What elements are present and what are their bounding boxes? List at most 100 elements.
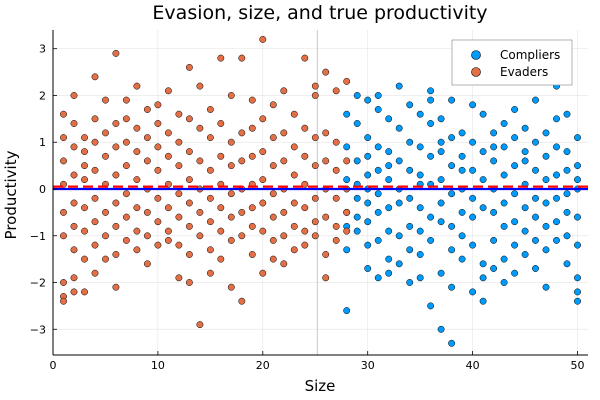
horizontal-reference-lines [53,185,588,191]
point-compliers [353,120,361,127]
point-evaders [290,171,298,179]
point-compliers [469,241,477,249]
point-compliers [574,288,581,296]
point-evaders [164,227,172,235]
point-evaders [133,176,141,184]
point-compliers [542,222,550,230]
point-compliers [532,265,539,272]
point-evaders [143,157,151,165]
point-compliers [511,241,519,249]
point-compliers [553,115,560,123]
point-evaders [332,87,340,95]
point-evaders [269,213,277,221]
point-evaders [91,166,99,174]
point-compliers [479,110,487,118]
point-compliers [448,339,456,347]
point-compliers [343,246,351,254]
point-evaders [133,204,141,212]
point-evaders [280,87,288,95]
x-tick-label: 40 [466,359,480,372]
point-compliers [353,194,361,202]
point-compliers [553,143,560,151]
point-compliers [427,302,435,310]
point-evaders [81,176,88,184]
x-tick-label: 0 [50,359,57,372]
point-evaders [196,124,204,132]
point-evaders [81,255,88,263]
point-evaders [217,120,225,127]
point-compliers [416,274,424,282]
point-evaders [175,138,183,146]
point-compliers [364,265,372,272]
point-evaders [238,297,246,305]
point-compliers [521,124,529,132]
point-compliers [532,213,539,221]
point-evaders [311,92,319,99]
point-evaders [227,236,235,244]
point-compliers [406,101,414,109]
legend: Compliers Evaders [451,39,573,86]
point-compliers [574,241,581,249]
point-evaders [301,152,309,160]
point-compliers [395,82,403,90]
point-compliers [574,176,581,184]
point-evaders [217,54,225,62]
point-evaders [164,129,172,137]
legend-label-compliers: Compliers [500,48,560,62]
point-compliers [469,194,477,202]
point-evaders [206,106,214,113]
point-compliers [458,129,466,137]
point-evaders [280,260,288,268]
point-evaders [122,236,130,244]
point-evaders [112,222,120,230]
point-compliers [448,134,456,142]
point-compliers [479,204,487,212]
point-evaders [133,82,141,90]
point-compliers [448,283,456,291]
point-evaders [259,199,267,207]
point-evaders [112,251,120,258]
point-compliers [448,246,456,254]
point-evaders [259,227,267,235]
point-compliers [437,325,445,333]
point-evaders [248,124,256,132]
point-compliers [479,148,487,156]
point-compliers [500,171,508,179]
point-evaders [322,157,330,165]
point-evaders [259,148,267,156]
point-evaders [196,208,204,216]
point-compliers [458,152,466,160]
point-evaders [164,87,172,95]
point-evaders [322,274,330,282]
point-compliers [364,199,372,207]
point-evaders [196,82,204,90]
point-compliers [532,138,539,146]
point-compliers [364,134,372,142]
point-compliers [532,236,539,244]
point-evaders [154,194,162,202]
point-evaders [175,213,183,221]
point-evaders [133,124,141,132]
point-evaders [143,106,151,113]
point-compliers [553,171,560,179]
point-evaders [259,115,267,123]
point-compliers [385,204,393,212]
point-evaders [196,232,204,240]
point-compliers [521,204,529,212]
point-compliers [385,176,393,184]
legend-box [451,39,573,86]
point-compliers [553,236,560,244]
point-evaders [175,162,183,170]
point-evaders [269,162,277,170]
point-compliers [542,152,550,160]
point-compliers [490,208,498,216]
point-evaders [280,208,288,216]
point-evaders [102,96,109,104]
point-compliers [574,297,581,305]
point-compliers [490,236,498,244]
point-compliers [395,199,403,207]
point-compliers [511,134,519,142]
point-compliers [406,138,414,146]
point-compliers [458,166,466,174]
